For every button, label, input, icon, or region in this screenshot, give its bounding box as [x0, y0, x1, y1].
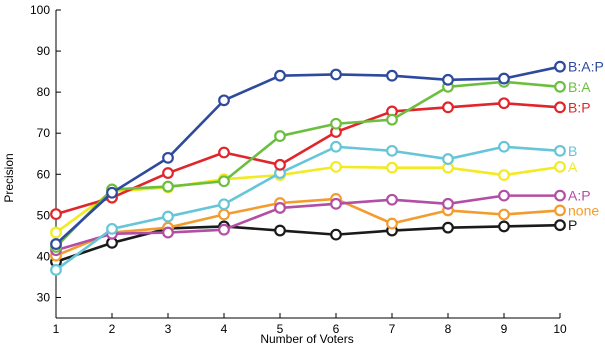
data-point [274, 158, 286, 171]
y-tick-label: 90 [37, 44, 51, 58]
data-point [386, 217, 398, 230]
series-b: B [50, 140, 577, 276]
y-tick-label: 100 [30, 3, 50, 17]
data-point [554, 160, 566, 173]
data-point [442, 197, 454, 210]
data-point [50, 264, 62, 276]
data-point [330, 68, 342, 81]
series-label: A [568, 159, 578, 175]
data-point [218, 146, 230, 159]
series-label: B [568, 143, 577, 159]
series-line [55, 65, 561, 246]
series-label: B:A:P [568, 59, 604, 75]
data-point [50, 238, 62, 250]
data-point [498, 169, 510, 181]
series-line [55, 80, 561, 248]
data-point [274, 69, 286, 82]
data-point [106, 186, 118, 199]
data-point [330, 117, 342, 130]
x-tick-label: 6 [333, 322, 340, 336]
data-point [442, 101, 454, 114]
series-label: B:P [568, 99, 591, 115]
y-tick-label: 40 [37, 249, 51, 263]
y-axis-title: Precision [2, 153, 16, 202]
data-point [330, 228, 342, 241]
data-point [274, 224, 286, 237]
data-point [498, 140, 510, 153]
data-point [554, 144, 566, 157]
data-point [162, 180, 174, 193]
y-tick-label: 80 [37, 85, 51, 99]
data-point [386, 161, 398, 174]
data-point [330, 197, 342, 210]
data-point [386, 144, 398, 157]
series-label: A:P [568, 188, 591, 204]
data-point [162, 226, 174, 239]
data-point [218, 94, 230, 107]
data-point [498, 208, 510, 221]
x-tick-label: 8 [445, 322, 452, 336]
data-point [386, 193, 398, 206]
data-point [162, 167, 174, 179]
data-point [162, 151, 174, 164]
series-line [55, 165, 561, 234]
data-point [106, 222, 118, 235]
series-line [55, 223, 561, 263]
data-point [554, 189, 566, 202]
data-point [498, 72, 510, 85]
y-tick-label: 60 [37, 167, 51, 181]
x-tick-label: 10 [553, 322, 567, 336]
x-tick-label: 9 [501, 322, 508, 336]
x-axis-title: Number of Voters [260, 332, 353, 346]
series-b-a-p: B:A:P [50, 59, 604, 250]
data-point [498, 220, 510, 233]
y-tick-label: 70 [37, 126, 51, 140]
series-line [55, 101, 561, 216]
axes: 30 40 50 60 70 80 90 100 1 2 3 4 5 6 7 8 9 10 [30, 3, 567, 336]
y-tick-label: 50 [37, 208, 51, 222]
series-line [55, 197, 561, 257]
series-line [55, 145, 561, 272]
data-point [218, 175, 230, 188]
data-point [442, 153, 454, 165]
data-point [554, 219, 566, 232]
data-point [218, 208, 230, 221]
data-point [330, 160, 342, 173]
data-point [554, 204, 566, 217]
data-point [386, 113, 398, 126]
data-point [554, 101, 566, 114]
series-line [55, 194, 560, 252]
data-point [442, 221, 454, 234]
data-point [498, 189, 510, 202]
series-a-p: A:P [50, 188, 591, 257]
data-point [554, 60, 566, 73]
x-tick-label: 7 [389, 322, 396, 336]
series-label: P [568, 217, 577, 233]
series-label: B:A [568, 79, 591, 95]
data-point [50, 208, 62, 221]
data-point [274, 130, 286, 142]
data-point [218, 223, 230, 236]
data-point [162, 210, 174, 223]
data-point [554, 80, 566, 93]
x-tick-label: 2 [109, 322, 116, 336]
data-point [442, 73, 454, 86]
data-point [330, 140, 342, 153]
x-tick-label: 4 [221, 322, 228, 336]
series-label: none [568, 202, 599, 218]
data-point [218, 198, 230, 211]
x-tick-label: 3 [165, 322, 172, 336]
x-tick-label: 1 [53, 322, 60, 336]
data-point [498, 97, 510, 110]
data-point [274, 202, 286, 214]
data-point [386, 69, 398, 82]
x-tick-label: 5 [277, 322, 284, 336]
y-tick-label: 30 [37, 290, 51, 304]
data-point [50, 226, 62, 239]
